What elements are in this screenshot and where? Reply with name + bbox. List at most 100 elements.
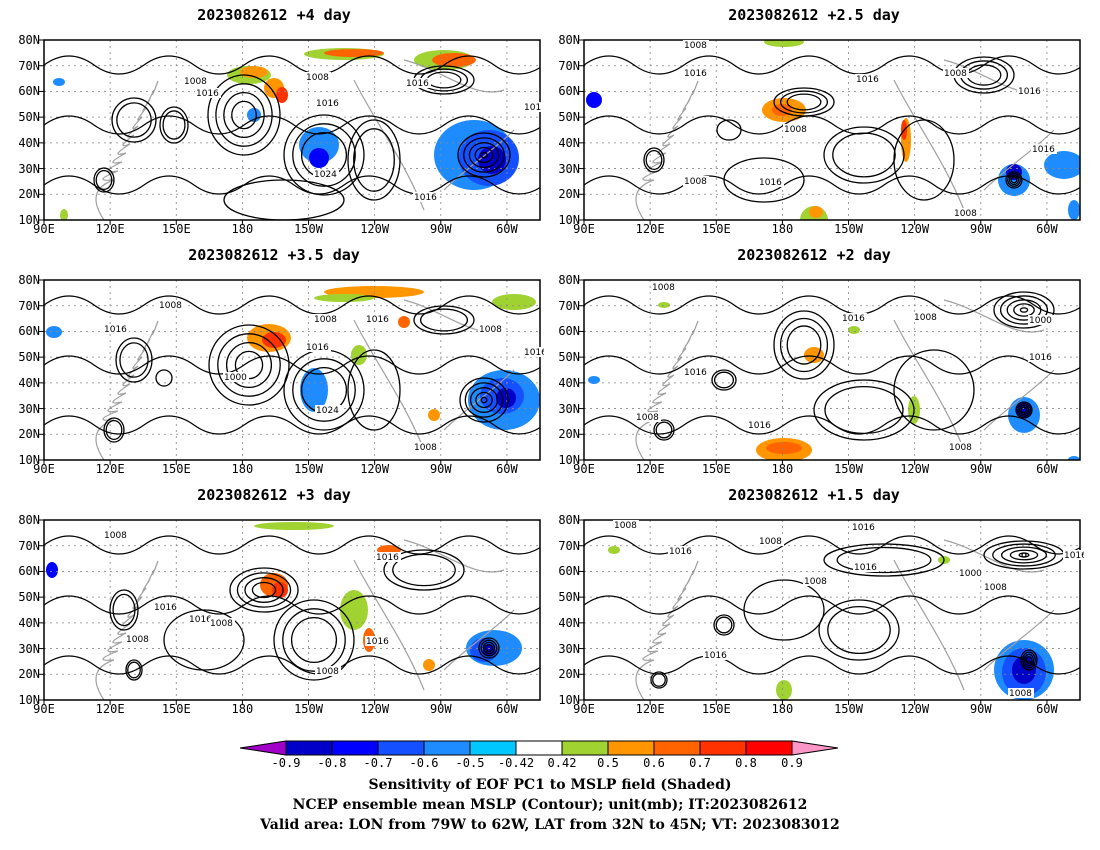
lon-tick-label: 180 (231, 702, 254, 716)
lon-tick-label: 90E (33, 462, 55, 476)
mslp-contour (716, 119, 742, 141)
lon-tick-label: 150W (834, 702, 863, 716)
mslp-contour (44, 415, 540, 435)
mslp-contour (383, 549, 465, 591)
mslp-contour (713, 371, 735, 389)
contour-label: 1016 (316, 99, 339, 109)
mslp-contour (469, 387, 499, 413)
mslp-contour (244, 577, 284, 603)
sensitivity-shading (262, 332, 286, 348)
contour-label: 1016 (704, 651, 727, 661)
contour-label: 1024 (314, 170, 337, 180)
contour-label: 1000 (959, 569, 982, 579)
sensitivity-shading (46, 562, 58, 578)
colorbar-segment (469, 740, 517, 756)
mslp-contour (1021, 552, 1027, 558)
mslp-contour (283, 114, 365, 196)
lat-tick-label: 80N (18, 273, 40, 287)
mslp-contour (993, 291, 1055, 329)
sensitivity-shading (309, 148, 329, 168)
lat-tick-label: 40N (558, 375, 580, 390)
map-border (583, 39, 1081, 221)
lat-tick-label: 50N (18, 350, 40, 365)
map-panel-5: 2023082612 +3 day 1008 1016 1008 1016 1008 101… (4, 486, 544, 716)
contour-label: 1016 (406, 79, 429, 89)
coastline-asia (635, 320, 699, 460)
mslp-contour (818, 599, 900, 661)
contour-label: 1016 (684, 368, 707, 378)
contour-label: 1016 (854, 563, 877, 573)
colorbar-label: 0.6 (643, 756, 665, 770)
mslp-contour (1018, 404, 1030, 416)
mslp-contour (223, 91, 265, 139)
mslp-contour (273, 599, 355, 681)
contour-label: 1016 (1064, 551, 1084, 561)
lat-tick-label: 50N (558, 110, 580, 125)
contour-label: 1008 (306, 73, 329, 83)
lon-tick-label: 90W (969, 222, 992, 236)
colorbar-segment (285, 740, 333, 756)
contour-label: 1016 (1018, 87, 1041, 97)
lat-tick-label: 60N (18, 324, 40, 339)
contour-label: 1016 (748, 421, 771, 431)
colorbar-label: 0.7 (689, 756, 711, 770)
coastline-asia (95, 80, 159, 220)
sensitivity-shading (586, 92, 602, 108)
map-border (43, 39, 541, 221)
map-plot: 1008 1016 1000 1016 1008 1016 1024 1008 1016 1008 (39, 279, 544, 465)
map-panel-1: 2023082612 +4 day 1008 1016 1008 1016 1016 102… (4, 6, 544, 236)
contour-label: 1008 (184, 77, 207, 87)
mslp-contour (893, 119, 955, 201)
map-plot: 1008 1016 1008 1016 1016 1024 1016 101 (39, 39, 543, 225)
lon-tick-label: 120E (95, 702, 125, 716)
sensitivity-shading (766, 442, 802, 454)
lat-tick-label: 60N (558, 324, 580, 339)
lon-tick-label: 120W (360, 702, 390, 716)
mslp-contour (95, 169, 113, 191)
lon-tick-label: 180 (231, 222, 254, 236)
sensitivity-shading (46, 326, 62, 338)
mslp-contour (999, 295, 1049, 325)
panel-title: 2023082612 +2 day (737, 246, 891, 264)
mslp-contour (44, 295, 540, 315)
mslp-contour (229, 567, 299, 613)
lat-tick-label: 70N (18, 58, 40, 73)
sensitivity-shading (658, 302, 670, 308)
lat-tick-label: 20N (18, 187, 40, 202)
mslp-contour (162, 110, 186, 140)
sensitivity-shading (398, 316, 410, 328)
contour-label: 1016 (1029, 353, 1052, 363)
sensitivity-shading (776, 680, 792, 700)
lon-tick-label: 150E (701, 702, 731, 716)
lat-tick-label: 80N (18, 513, 40, 527)
panel-title: 2023082612 +3 day (197, 486, 351, 504)
mslp-contour (1020, 649, 1038, 671)
colorbar-label: 0.8 (735, 756, 757, 770)
lat-tick-label: 20N (558, 667, 580, 682)
lon-tick-label: 150E (701, 462, 731, 476)
lon-tick-label: 120E (635, 462, 665, 476)
contour-label: 1016 (154, 603, 177, 613)
mslp-contour (282, 608, 346, 672)
mslp-contour (474, 146, 494, 164)
lon-tick-label: 150W (834, 462, 863, 476)
mslp-contour (290, 616, 338, 664)
sensitivity-shading (1044, 151, 1080, 179)
mslp-contour (893, 349, 975, 431)
panel-title: 2023082612 +1.5 day (728, 486, 900, 504)
lat-tick-label: 60N (558, 564, 580, 579)
map-panel-4: 2023082612 +2 day 1008 1016 1008 1016 1008 101… (544, 246, 1084, 476)
lat-tick-label: 40N (18, 375, 40, 390)
mslp-contour (236, 572, 292, 608)
sensitivity-shading (1068, 200, 1080, 220)
lon-tick-label: 120E (95, 222, 125, 236)
contour-label: 1008 (784, 125, 807, 135)
lon-tick-label: 150W (294, 462, 323, 476)
caption-shading: Sensitivity of EOF PC1 to MSLP field (Sh… (368, 777, 732, 793)
lat-tick-label: 10N (18, 213, 40, 227)
contour-label: 1016 (759, 178, 782, 188)
lat-tick-label: 20N (558, 187, 580, 202)
lat-tick-label: 40N (18, 135, 40, 150)
mslp-contour (484, 643, 494, 653)
mslp-contour (464, 382, 504, 418)
